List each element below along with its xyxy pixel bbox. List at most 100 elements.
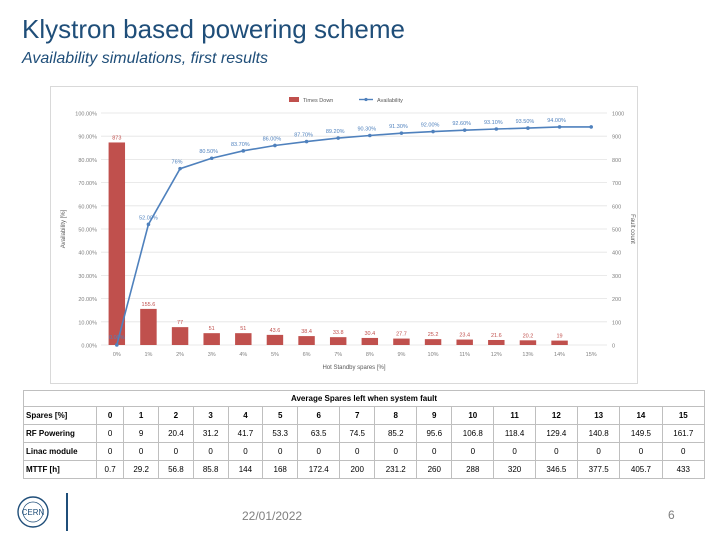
bar-data-label: 77 <box>177 320 183 326</box>
y2-tick-label: 1000 <box>612 112 624 118</box>
line-data-label: 92.00% <box>421 123 440 129</box>
table-cell: 0 <box>451 442 495 461</box>
y2-tick-label: 300 <box>612 274 621 280</box>
x-tick-label: 13% <box>522 352 533 358</box>
legend-swatch-times-down <box>289 97 299 102</box>
y-tick-label: 40.00% <box>78 251 97 257</box>
bar <box>551 340 568 345</box>
x-tick-label: 8% <box>366 352 374 358</box>
slide-subtitle: Availability simulations, first results <box>22 50 269 67</box>
line-data-label: 94.00% <box>547 118 566 124</box>
y-tick-label: 0.00% <box>81 344 97 350</box>
bar-data-label: 20.2 <box>523 333 534 339</box>
table-cell: 12 <box>534 406 579 425</box>
line-data-label: 89.20% <box>326 129 345 135</box>
table-cell: 1 <box>123 406 159 425</box>
y2-tick-label: 600 <box>612 204 621 210</box>
table-cell: 140.8 <box>576 424 621 443</box>
spares-table-container: Average Spares left when system fault Sp… <box>23 390 706 479</box>
y2-tick-label: 500 <box>612 228 621 234</box>
bar <box>140 308 157 345</box>
table-row: MTTF [h] 0.7 29.2 56.8 85.8 144 168 172.4 200 231… <box>23 460 706 479</box>
bar <box>266 334 284 345</box>
bar-data-label: 873 <box>112 135 121 141</box>
table-cell: 15 <box>661 406 706 425</box>
line-point <box>336 136 340 140</box>
x-tick-label: 6% <box>303 352 311 358</box>
table-cell: 168 <box>262 460 299 479</box>
x-tick-label: 4% <box>239 352 247 358</box>
table-row: RF Powering 0 9 20.4 31.2 41.7 53.3 63.5 74.5 85.… <box>23 424 706 443</box>
table-cell: 0 <box>95 406 125 425</box>
y-tick-label: 10.00% <box>78 320 97 326</box>
table-cell: 172.4 <box>297 460 341 479</box>
bar-data-label: 43.6 <box>270 328 281 334</box>
x-axis-title: Hot Standby spares [%] <box>322 365 385 371</box>
line-data-label: 91.30% <box>389 124 408 130</box>
line-point <box>273 143 277 148</box>
y-tick-label: 30.00% <box>78 274 97 280</box>
y-tick-label: 70.00% <box>78 181 97 187</box>
table-cell: 0 <box>123 442 159 461</box>
table-cell: 4 <box>227 406 264 425</box>
table-cell: 288 <box>451 460 495 479</box>
page-number: 6 <box>668 508 675 522</box>
x-tick-label: 1% <box>144 352 152 358</box>
x-tick-label: 2% <box>176 352 184 358</box>
table-cell: 405.7 <box>619 460 663 479</box>
y2-tick-label: 400 <box>612 251 621 257</box>
bar <box>456 339 473 345</box>
bar <box>361 337 379 345</box>
line-data-label: 90.30% <box>357 127 376 133</box>
bar <box>519 340 537 345</box>
bar <box>108 142 126 345</box>
y-tick-label: 80.00% <box>78 158 97 164</box>
table-cell: 56.8 <box>158 460 194 479</box>
legend-label-times-down: Times Down <box>303 98 333 104</box>
bar-data-label: 21.6 <box>491 333 502 339</box>
bar-data-label: 30.4 <box>364 331 375 337</box>
table-cell: 0 <box>493 442 536 461</box>
logo-divider <box>66 493 68 531</box>
table-cell: 346.5 <box>534 460 579 479</box>
table-cell: 14 <box>619 406 663 425</box>
table-cell: 0 <box>416 442 453 461</box>
line-point <box>368 133 372 138</box>
table-cell: 2 <box>158 406 194 425</box>
bar-data-label: 27.7 <box>396 332 407 338</box>
availability-line <box>116 126 592 346</box>
table-cell: 161.7 <box>661 424 706 443</box>
table-row-label: Linac module <box>23 442 97 461</box>
bar <box>424 339 442 345</box>
x-tick-label: 10% <box>428 352 439 358</box>
line-data-label: 87.70% <box>294 133 313 139</box>
y2-tick-label: 100 <box>612 320 621 326</box>
bar <box>235 333 252 345</box>
line-point <box>399 131 404 135</box>
line-data-label: 83.70% <box>231 142 250 148</box>
line-point <box>494 127 499 131</box>
line-point <box>431 129 435 134</box>
line-data-label: 93.50% <box>516 119 535 125</box>
line-point <box>241 149 246 153</box>
table-cell: 41.7 <box>227 424 264 443</box>
line-data-label: 93.10% <box>484 120 503 126</box>
bar-data-label: 51 <box>209 326 215 332</box>
table-row-label: Spares [%] <box>23 406 97 425</box>
line-data-label: 0.00% <box>109 335 125 341</box>
table-cell: 85.2 <box>374 424 418 443</box>
line-point <box>209 156 214 161</box>
y2-tick-label: 200 <box>612 297 621 303</box>
x-tick-label: 14% <box>554 352 565 358</box>
table-cell: 0 <box>619 442 663 461</box>
table-cell: 9 <box>123 424 159 443</box>
bar <box>171 327 189 345</box>
slide-date: 22/01/2022 <box>242 509 303 523</box>
table-cell: 118.4 <box>493 424 536 443</box>
line-data-label: 80.50% <box>199 149 218 155</box>
logo-text: CERN <box>22 508 45 517</box>
table-cell: 320 <box>493 460 536 479</box>
table-cell: 95.6 <box>416 424 453 443</box>
table-caption: Average Spares left when system fault <box>23 390 705 407</box>
table-cell: 31.2 <box>192 424 229 443</box>
